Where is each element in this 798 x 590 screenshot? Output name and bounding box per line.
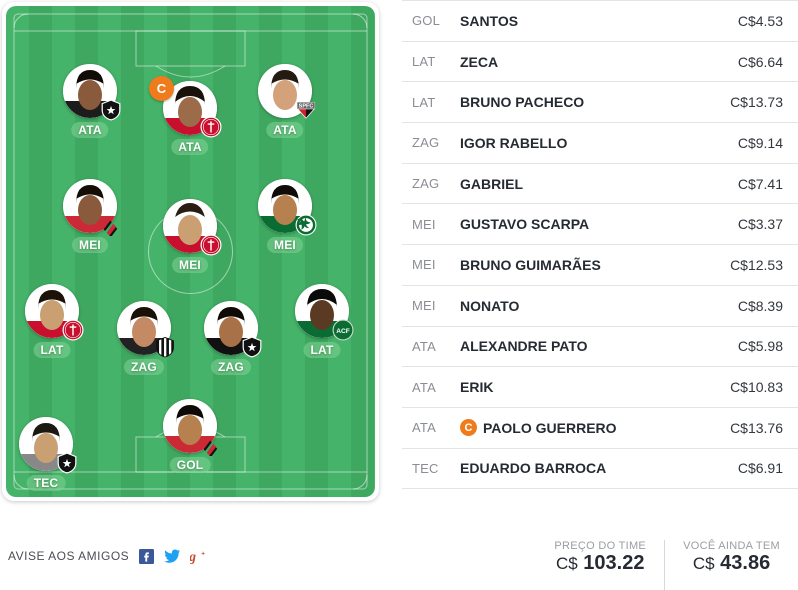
svg-text:g: g xyxy=(190,549,196,564)
svg-text:ACF: ACF xyxy=(336,328,350,335)
svg-text:+: + xyxy=(201,550,205,557)
svg-text:SPFC: SPFC xyxy=(299,104,314,110)
